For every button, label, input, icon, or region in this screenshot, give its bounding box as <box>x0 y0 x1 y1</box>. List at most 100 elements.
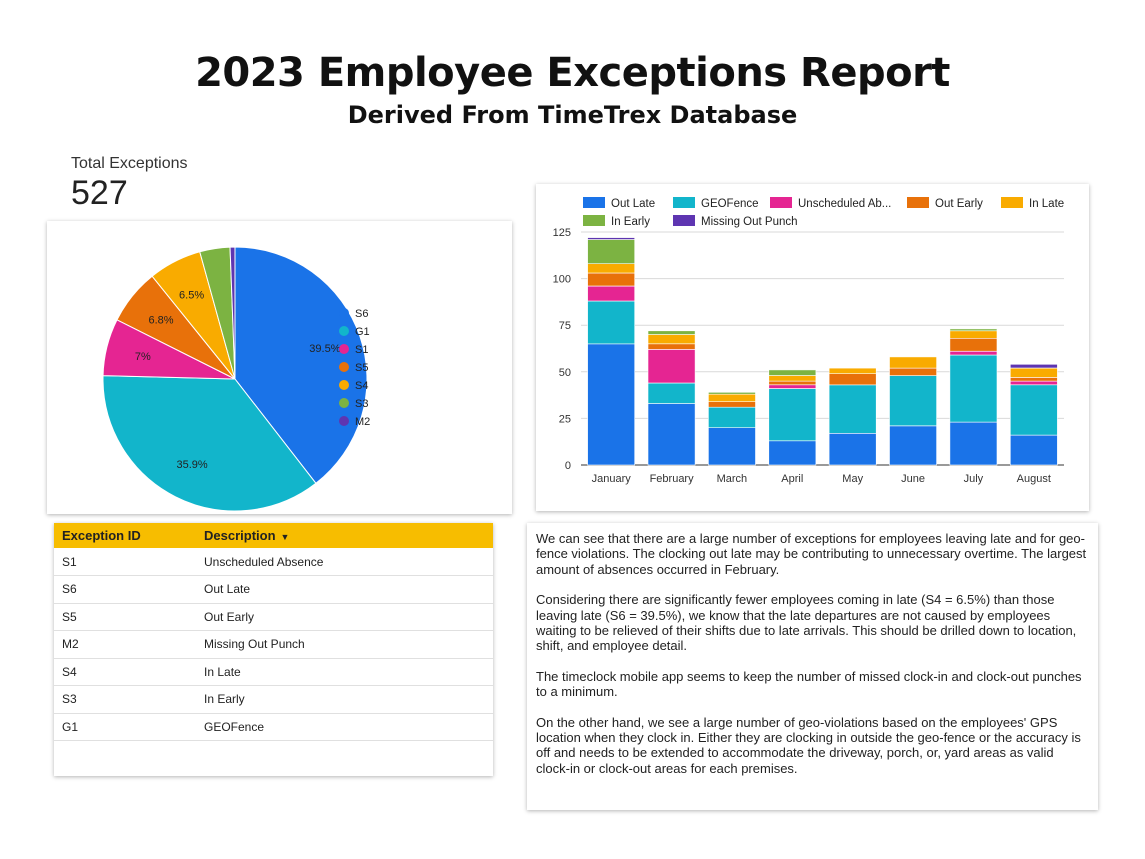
legend-label-s4[interactable]: In Late <box>1029 198 1064 210</box>
bar-segment-s6[interactable] <box>1009 434 1058 466</box>
legend-marker-s1 <box>339 344 349 354</box>
pie-slice-label: 7% <box>135 351 151 363</box>
bar-segment-s4[interactable] <box>708 393 756 402</box>
bar-segment-s1[interactable] <box>949 351 998 356</box>
bar-segment-s5[interactable] <box>1009 377 1058 382</box>
cell-description: In Early <box>196 685 493 714</box>
bar-segment-s5[interactable] <box>828 373 877 386</box>
bar-segment-g1[interactable] <box>1009 384 1058 436</box>
legend-label-s1[interactable]: S1 <box>355 344 368 356</box>
bar-segment-s1[interactable] <box>647 349 696 384</box>
pie-slice-m2[interactable] <box>229 246 236 380</box>
cell-description: GEOFence <box>196 713 493 741</box>
table-row: S4 In Late <box>54 658 493 686</box>
legend-label-m2[interactable]: M2 <box>355 416 370 428</box>
bar-segment-s4[interactable] <box>587 263 635 274</box>
column-header-exception-id[interactable]: Exception ID <box>54 523 196 548</box>
stacked-bar-chart[interactable]: 0 25 50 75 100 125 January February March April Ma… <box>536 184 1089 511</box>
exception-table-card: Exception ID Description ▼ S1 Unscheduled … <box>54 523 493 776</box>
y-tick-label: 25 <box>559 413 571 425</box>
bar-segment-s3[interactable] <box>768 369 817 376</box>
bar-segment-s6[interactable] <box>828 433 877 466</box>
sort-desc-icon[interactable]: ▼ <box>280 532 290 542</box>
total-exceptions-value: 527 <box>71 174 128 212</box>
legend-label-s5[interactable]: S5 <box>355 362 368 374</box>
legend-label-s6[interactable]: S6 <box>355 308 368 320</box>
x-tick-label: May <box>842 473 863 485</box>
bar-segment-g1[interactable] <box>828 384 877 434</box>
legend-marker-s3 <box>339 398 349 408</box>
bar-segment-s4[interactable] <box>828 367 877 375</box>
bar-segment-m2[interactable] <box>1009 364 1058 369</box>
report-subtitle: Derived From TimeTrex Database <box>347 101 798 129</box>
y-tick-label: 100 <box>553 274 571 286</box>
bar-segment-g1[interactable] <box>949 354 998 423</box>
pie-slice-label: 35.9% <box>176 459 207 471</box>
analysis-text: We can see that there are a large number… <box>527 523 1098 776</box>
bar-segment-s6[interactable] <box>949 421 998 466</box>
bar-segment-s5[interactable] <box>768 380 817 386</box>
legend-label-g1[interactable]: GEOFence <box>701 198 759 210</box>
table-row: G1 GEOFence <box>54 713 493 741</box>
column-header-description-label: Description <box>204 528 276 543</box>
bar-segment-s3[interactable] <box>949 328 998 332</box>
bar-segment-g1[interactable] <box>647 382 696 404</box>
bar-segment-g1[interactable] <box>708 406 756 428</box>
legend-label-g1[interactable]: G1 <box>355 326 370 338</box>
report-title: 2023 Employee Exceptions Report <box>195 50 950 96</box>
legend-label-s5[interactable]: Out Early <box>935 198 983 210</box>
pie-slice-label: 6.8% <box>148 314 173 326</box>
x-tick-label: June <box>901 473 925 485</box>
bar-segment-s3[interactable] <box>587 239 635 265</box>
legend-label-s3[interactable]: In Early <box>611 216 650 228</box>
bar-segment-g1[interactable] <box>889 375 937 427</box>
bar-segment-s3[interactable] <box>647 330 696 335</box>
cell-exception-id: S6 <box>54 575 196 604</box>
table-row: S1 Unscheduled Absence <box>54 548 493 576</box>
bar-segment-s4[interactable] <box>889 356 937 369</box>
legend-swatch-s4 <box>1001 197 1023 208</box>
y-tick-label: 50 <box>559 367 571 379</box>
pie-slice-g1[interactable] <box>102 375 317 512</box>
x-tick-label: April <box>781 473 803 485</box>
bar-segment-s1[interactable] <box>587 285 635 302</box>
cell-description: Missing Out Punch <box>196 630 493 659</box>
cell-description: Out Early <box>196 603 493 631</box>
bar-segment-g1[interactable] <box>587 300 635 345</box>
bar-segment-m2[interactable] <box>587 237 635 240</box>
legend-label-s1[interactable]: Unscheduled Ab... <box>798 198 891 210</box>
bar-segment-s4[interactable] <box>949 330 998 339</box>
pie-slice-s6[interactable] <box>234 246 368 485</box>
bar-segment-s4[interactable] <box>768 375 817 382</box>
cell-description: Unscheduled Absence <box>196 548 493 576</box>
column-header-description[interactable]: Description ▼ <box>196 523 493 548</box>
bar-segment-s4[interactable] <box>1009 367 1058 378</box>
bar-segment-s5[interactable] <box>708 401 756 408</box>
bar-segment-g1[interactable] <box>768 388 817 442</box>
bar-segment-s6[interactable] <box>647 403 696 466</box>
bar-segment-s4[interactable] <box>647 334 696 345</box>
legend-label-m2[interactable]: Missing Out Punch <box>701 216 798 228</box>
legend-label-s6[interactable]: Out Late <box>611 198 655 210</box>
bar-segment-s1[interactable] <box>768 384 817 389</box>
bar-segment-s6[interactable] <box>587 343 635 466</box>
bar-segment-s3[interactable] <box>708 392 756 395</box>
pie-chart[interactable]: 39.5% 35.9% 7% 6.8% 6.5% S6 G1 S1 S5 S4 S3 M2 <box>47 221 512 514</box>
bar-segment-s6[interactable] <box>708 427 756 466</box>
legend-label-s4[interactable]: S4 <box>355 380 368 392</box>
legend-label-s3[interactable]: S3 <box>355 398 368 410</box>
bar-segment-s5[interactable] <box>647 343 696 350</box>
analysis-paragraph: On the other hand, we see a large number… <box>536 714 1081 776</box>
bar-segment-s1[interactable] <box>1009 380 1058 386</box>
table-header-row: Exception ID Description ▼ <box>54 523 493 548</box>
bar-segment-s6[interactable] <box>889 425 937 466</box>
pie-slice-label: 39.5% <box>309 343 340 355</box>
x-tick-label: March <box>717 473 748 485</box>
analysis-paragraph: The timeclock mobile app seems to keep t… <box>536 668 1082 700</box>
legend-swatch-g1 <box>673 197 695 208</box>
bar-segment-s5[interactable] <box>949 337 998 352</box>
bar-segment-s6[interactable] <box>768 440 817 466</box>
table-row: S3 In Early <box>54 685 493 714</box>
bar-segment-s5[interactable] <box>889 367 937 376</box>
bar-segment-s5[interactable] <box>587 272 635 287</box>
